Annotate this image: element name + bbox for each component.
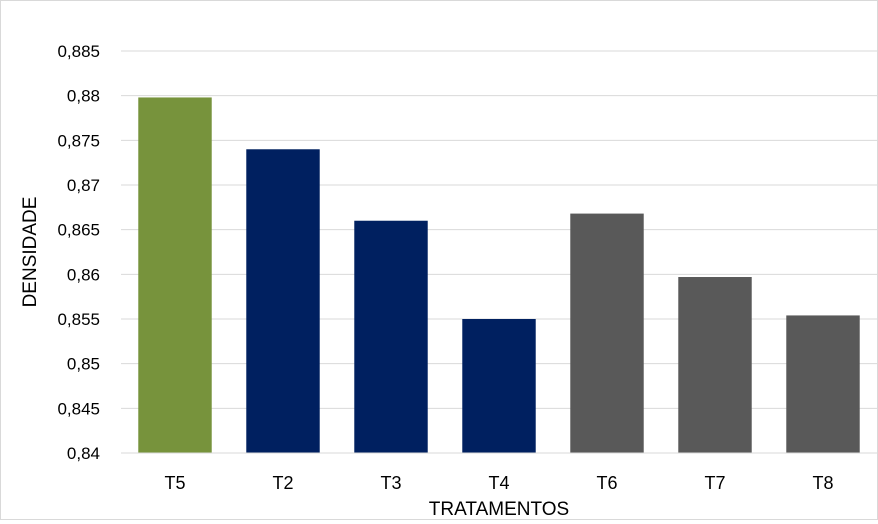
y-tick-label: 0,885 [57, 42, 100, 61]
x-axis-ticks: T5 T2 T3 T4 T6 T7 T8 [164, 473, 833, 493]
y-tick-label: 0,87 [67, 176, 100, 195]
y-tick-label: 0,845 [57, 399, 100, 418]
bar-t7 [678, 277, 752, 453]
x-tick-label: T2 [272, 473, 293, 493]
y-tick-label: 0,88 [67, 87, 100, 106]
y-tick-label: 0,86 [67, 265, 100, 284]
x-tick-label: T3 [380, 473, 401, 493]
y-tick-label: 0,865 [57, 221, 100, 240]
x-axis-title: TRATAMENTOS [429, 499, 569, 519]
x-tick-label: T6 [596, 473, 617, 493]
y-tick-label: 0,85 [67, 355, 100, 374]
x-tick-label: T5 [164, 473, 185, 493]
bar-t2 [246, 149, 320, 453]
y-tick-label: 0,84 [67, 444, 100, 463]
x-tick-label: T4 [488, 473, 509, 493]
y-axis-title: DENSIDADE [20, 197, 41, 308]
bar-t4 [462, 319, 536, 453]
bar-t6 [570, 213, 644, 453]
y-tick-label: 0,875 [57, 131, 100, 150]
x-tick-label: T7 [704, 473, 725, 493]
y-axis-ticks: 0,84 0,845 0,85 0,855 0,86 0,865 0,87 0,875 0,88… [57, 42, 100, 463]
x-tick-label: T8 [812, 473, 833, 493]
bars [138, 97, 860, 453]
y-tick-label: 0,855 [57, 310, 100, 329]
bar-t5 [138, 97, 212, 453]
bar-t3 [354, 220, 428, 453]
bar-t8 [786, 315, 860, 453]
